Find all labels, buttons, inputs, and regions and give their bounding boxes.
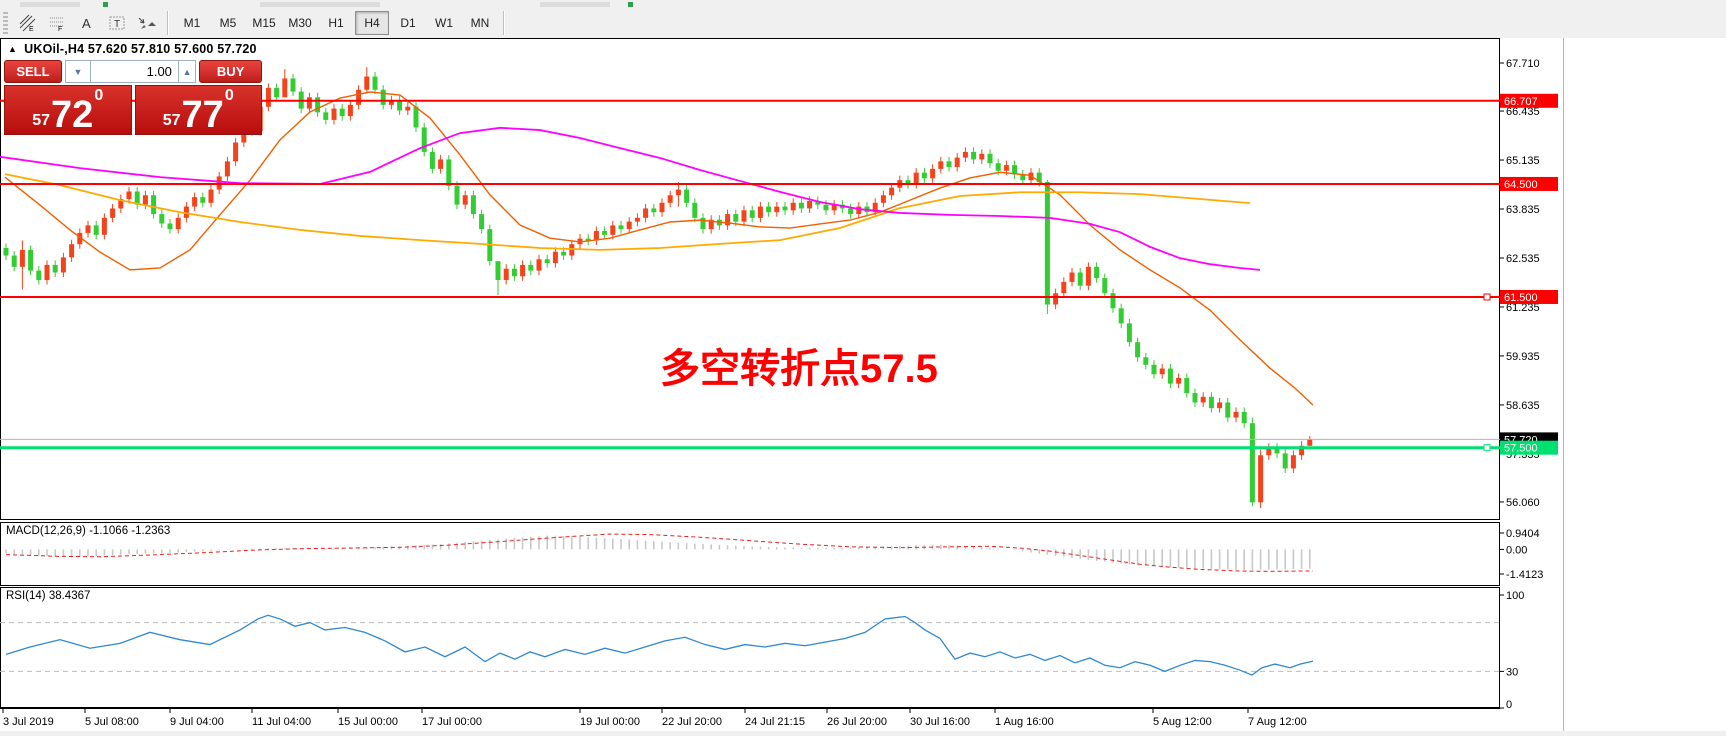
svg-text:19 Jul 00:00: 19 Jul 00:00	[580, 716, 640, 728]
svg-text:57.500: 57.500	[1504, 443, 1538, 455]
svg-text:100: 100	[1506, 590, 1524, 602]
toolbar-grip[interactable]	[3, 12, 8, 34]
sell-price-small: 57	[32, 112, 51, 129]
svg-text:0: 0	[1506, 699, 1512, 711]
volume-input[interactable]: 1.00	[90, 60, 179, 83]
text-label-icon[interactable]: A	[73, 11, 101, 35]
svg-text:58.635: 58.635	[1506, 400, 1540, 412]
svg-text:3 Jul 2019: 3 Jul 2019	[3, 716, 54, 728]
svg-text:26 Jul 20:00: 26 Jul 20:00	[827, 716, 887, 728]
svg-text:65.135: 65.135	[1506, 155, 1540, 167]
background-toolbar-fragment	[103, 2, 108, 7]
svg-text:1 Aug 16:00: 1 Aug 16:00	[995, 716, 1054, 728]
svg-text:62.535: 62.535	[1506, 253, 1540, 265]
timeframe-button-m30[interactable]: M30	[288, 16, 312, 30]
svg-text:61.500: 61.500	[1504, 292, 1538, 304]
timeframe-group: M1 M5 M15 M30 H1 H4 D1 W1 MN	[174, 11, 498, 35]
svg-text:17 Jul 00:00: 17 Jul 00:00	[422, 716, 482, 728]
toolbar-separator	[503, 11, 505, 35]
buy-price-big: 77	[181, 93, 224, 136]
background-toolbar-fragment	[260, 2, 380, 7]
chart-annotation-text: 多空转折点57.5	[660, 347, 938, 391]
main-toolbar: E F A T M1 M5 M15 M30 H1 H4 D1 W1 MN	[0, 8, 1726, 39]
symbol-title[interactable]: ▲ UKOil-,H4 57.620 57.810 57.600 57.720	[8, 42, 257, 56]
timeframe-button-d1[interactable]: D1	[400, 16, 416, 30]
sell-price-display[interactable]: 57 72 0	[4, 85, 132, 135]
buy-price-small: 57	[162, 112, 181, 129]
svg-text:56.060: 56.060	[1506, 497, 1540, 509]
svg-text:0.00: 0.00	[1506, 544, 1527, 556]
svg-text:15 Jul 00:00: 15 Jul 00:00	[338, 716, 398, 728]
background-toolbar-fragment	[540, 2, 610, 7]
svg-text:59.935: 59.935	[1506, 351, 1540, 363]
chart-window: 67.710 66.435 65.135 63.835 62.535 61.235 59.9…	[0, 38, 1564, 731]
buy-button[interactable]: BUY	[199, 60, 262, 83]
svg-text:24 Jul 21:15: 24 Jul 21:15	[745, 716, 805, 728]
textbox-tool-icon[interactable]: T	[103, 11, 131, 35]
svg-text:9 Jul 04:00: 9 Jul 04:00	[170, 716, 224, 728]
timeframe-button-m1[interactable]: M1	[183, 16, 201, 30]
volume-increase-button[interactable]: ▲	[178, 60, 197, 83]
buy-price-display[interactable]: 57 77 0	[134, 85, 262, 136]
collapse-arrow-icon[interactable]: ▲	[8, 44, 18, 54]
svg-text:F: F	[58, 26, 62, 32]
svg-text:7 Aug 12:00: 7 Aug 12:00	[1248, 716, 1307, 728]
sell-price-sup: 0	[94, 87, 104, 104]
sell-price-big: 72	[51, 93, 94, 136]
macd-indicator-label: MACD(12,26,9) -1.1066 -1.2363	[6, 525, 171, 537]
svg-text:A: A	[82, 16, 91, 31]
svg-text:22 Jul 20:00: 22 Jul 20:00	[662, 716, 722, 728]
volume-decrease-button[interactable]: ▼	[64, 60, 91, 83]
timeframe-button-m15[interactable]: M15	[252, 16, 276, 30]
timeframe-button-h4[interactable]: H4	[355, 11, 389, 35]
svg-text:64.500: 64.500	[1504, 179, 1538, 191]
svg-text:E: E	[29, 26, 34, 32]
one-click-trading-panel: SELL ▼ 1.00 ▲ BUY 57 72 0 57 77 0	[4, 60, 262, 135]
buy-price-sup: 0	[224, 87, 234, 104]
svg-text:67.710: 67.710	[1506, 58, 1540, 70]
timeframe-button-mn[interactable]: MN	[470, 16, 490, 30]
arrow-styles-icon[interactable]	[133, 11, 161, 35]
svg-text:11 Jul 04:00: 11 Jul 04:00	[252, 716, 311, 728]
pitchfork-elliott-icon[interactable]: E	[13, 11, 41, 35]
svg-text:61.235: 61.235	[1506, 302, 1540, 314]
svg-text:0.9404: 0.9404	[1506, 528, 1540, 540]
svg-text:30: 30	[1506, 666, 1518, 678]
svg-text:63.835: 63.835	[1506, 204, 1540, 216]
background-toolbar-fragment	[628, 2, 633, 7]
fibonacci-grid-icon[interactable]: F	[43, 11, 71, 35]
background-toolbar-fragment	[20, 2, 80, 7]
sell-button[interactable]: SELL	[4, 60, 62, 83]
symbol-ohlc-text: UKOil-,H4 57.620 57.810 57.600 57.720	[24, 42, 257, 56]
timeframe-button-m5[interactable]: M5	[219, 16, 237, 30]
right-empty-panel	[1564, 38, 1726, 731]
timeframe-button-h1[interactable]: H1	[328, 16, 344, 30]
toolbar-separator	[167, 11, 169, 35]
timeframe-button-w1[interactable]: W1	[435, 16, 453, 30]
svg-text:5 Jul 08:00: 5 Jul 08:00	[85, 716, 139, 728]
svg-text:66.707: 66.707	[1504, 96, 1538, 108]
svg-text:-1.4123: -1.4123	[1506, 569, 1543, 581]
svg-text:30 Jul 16:00: 30 Jul 16:00	[910, 716, 970, 728]
svg-text:5 Aug 12:00: 5 Aug 12:00	[1153, 716, 1212, 728]
svg-text:T: T	[114, 19, 120, 30]
svg-text:66.435: 66.435	[1506, 106, 1540, 118]
rsi-indicator-label: RSI(14) 38.4367	[6, 590, 91, 602]
